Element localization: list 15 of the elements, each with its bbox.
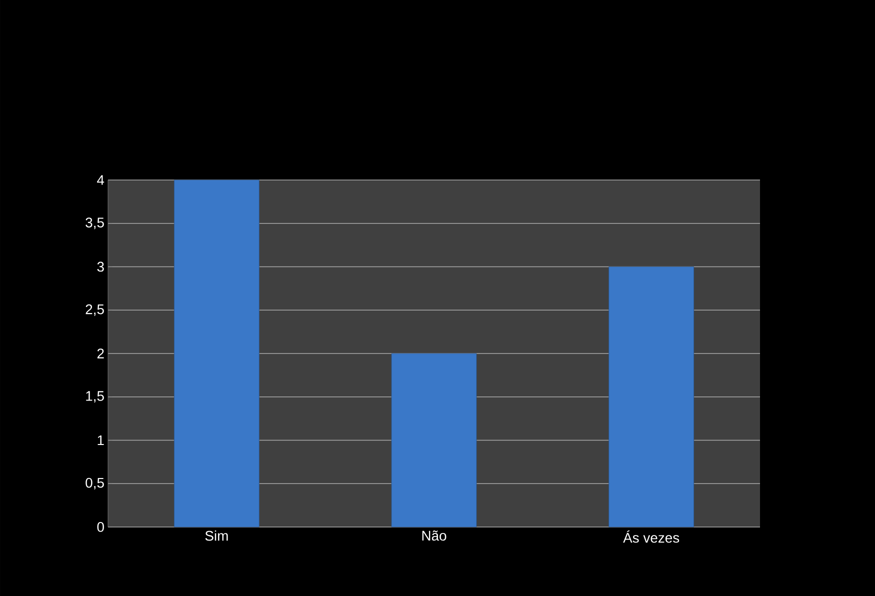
- y-tick-label: 0: [97, 522, 104, 532]
- y-tick-label: 2,5: [86, 304, 104, 316]
- x-tick-label: Não: [422, 530, 446, 541]
- bar: [174, 180, 260, 528]
- y-tick-label: 4: [97, 175, 104, 185]
- y-tick-label: 3: [97, 262, 104, 272]
- y-tick-label: 2: [97, 348, 104, 358]
- y-tick-label: 1: [98, 435, 104, 446]
- bar: [391, 353, 477, 528]
- y-tick-label: 3,5: [86, 218, 104, 230]
- y-tick-label: 1,5: [86, 391, 104, 403]
- x-tick-label: Ás vezes: [623, 530, 680, 543]
- bar: [608, 266, 694, 528]
- y-tick-label: 0,5: [86, 478, 104, 490]
- x-tick-label: Sim: [205, 530, 228, 541]
